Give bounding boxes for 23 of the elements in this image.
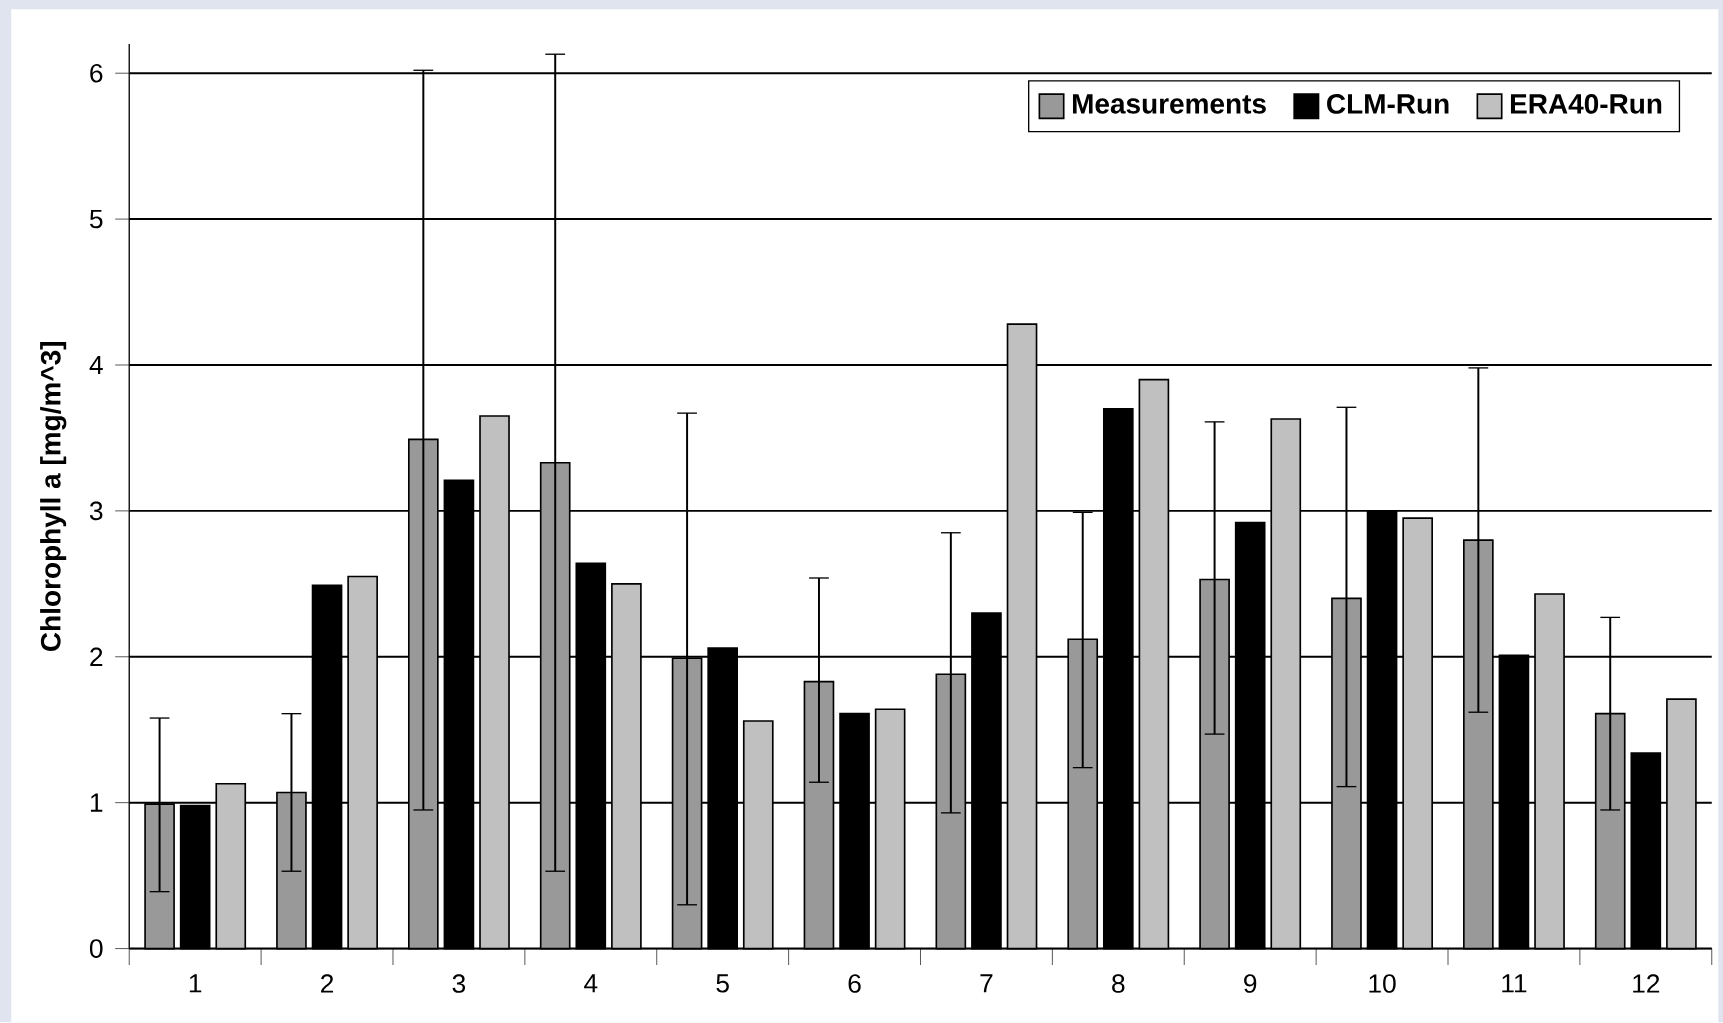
x-tick-label: 6 — [848, 974, 861, 994]
x-tick-label: 8 — [1112, 974, 1125, 994]
x-tick-label: 9 — [1244, 974, 1257, 994]
y-tick-label: 4 — [89, 356, 103, 375]
x-tick-label: 2 — [321, 974, 334, 993]
y-tick-label: 2 — [90, 647, 103, 667]
x-tick-label: 3 — [452, 974, 466, 994]
y-axis-title: Chlorophyll a [mg/m^3] — [40, 342, 67, 652]
x-tick-label: 12 — [1633, 974, 1660, 993]
x-tick-label: 11 — [1502, 974, 1527, 993]
legend-label: ERA40-Run — [1510, 94, 1662, 115]
y-tick-label: 6 — [90, 64, 103, 83]
y-tick-label: 3 — [89, 501, 103, 521]
legend-label: CLM-Run — [1327, 94, 1449, 115]
x-tick-label: 4 — [584, 974, 598, 993]
legend-label: Measurements — [1072, 94, 1266, 114]
x-tick-label: 7 — [980, 974, 993, 993]
x-tick-label: 1 — [189, 974, 202, 993]
y-tick-label: 1 — [90, 793, 103, 812]
x-tick-label: 5 — [716, 974, 729, 993]
x-tick-label: 10 — [1369, 974, 1396, 994]
y-tick-label: 0 — [89, 939, 103, 959]
y-tick-label: 5 — [89, 210, 103, 229]
